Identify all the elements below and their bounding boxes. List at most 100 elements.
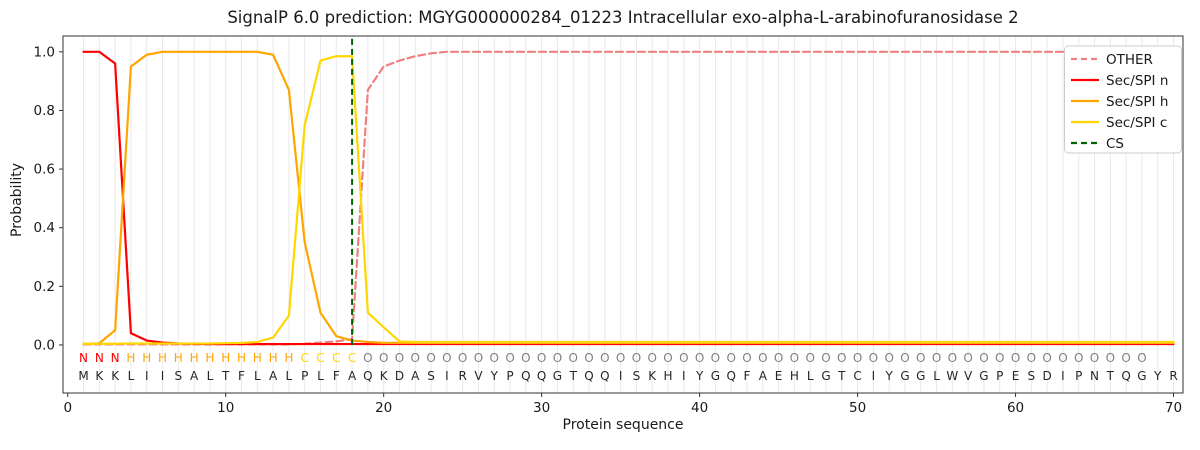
residue-letter: V: [964, 369, 973, 383]
x-tick-label: 70: [1165, 400, 1182, 416]
x-axis-ticks: 0 10 20 30 40 50 60 70: [63, 393, 1182, 416]
region-label: O: [774, 351, 783, 365]
residue-letter: K: [95, 369, 104, 383]
page-title: SignalP 6.0 prediction: MGYG000000284_01…: [227, 8, 1019, 27]
region-label: O: [616, 351, 625, 365]
residue-letter: N: [1090, 369, 1099, 383]
region-label: O: [758, 351, 767, 365]
x-axis-label: Protein sequence: [562, 417, 684, 433]
region-label: C: [332, 351, 340, 365]
residue-letter: F: [333, 369, 340, 383]
region-label: H: [190, 351, 199, 365]
residue-letter: I: [161, 369, 165, 383]
residue-letter: K: [380, 369, 389, 383]
region-label: H: [205, 351, 214, 365]
residue-letter: W: [946, 369, 958, 383]
x-tick-label: 20: [375, 400, 392, 416]
residue-letter: Q: [537, 369, 546, 383]
residue-letter: I: [872, 369, 876, 383]
x-tick-label: 50: [849, 400, 866, 416]
residue-letter: E: [1012, 369, 1020, 383]
residue-letter: C: [853, 369, 861, 383]
region-label: O: [884, 351, 893, 365]
series-line-sec-spi-h: [82, 50, 1175, 346]
y-tick-label: 1.0: [34, 44, 55, 60]
region-label: O: [1106, 351, 1115, 365]
region-label: C: [316, 351, 324, 365]
residue-letter: F: [744, 369, 751, 383]
region-label: H: [237, 351, 246, 365]
residue-letter: Q: [726, 369, 735, 383]
region-label: O: [600, 351, 609, 365]
region-label: O: [474, 351, 483, 365]
region-label: O: [426, 351, 435, 365]
residue-letter: A: [411, 369, 420, 383]
series-line-other: [82, 50, 1175, 346]
residue-letter: Q: [363, 369, 372, 383]
region-label: O: [711, 351, 720, 365]
region-label: H: [284, 351, 293, 365]
residue-letter: A: [269, 369, 278, 383]
region-label: O: [584, 351, 593, 365]
series-line-sec-spi-n: [82, 50, 1175, 346]
region-label: N: [79, 351, 88, 365]
residue-letter: D: [1043, 369, 1052, 383]
residue-letter: L: [933, 369, 940, 383]
residue-letter: V: [474, 369, 483, 383]
region-label: H: [253, 351, 262, 365]
region-label: O: [742, 351, 751, 365]
legend: OTHER Sec/SPI n Sec/SPI h Sec/SPI c CS: [1064, 45, 1182, 154]
region-label: O: [458, 351, 467, 365]
residue-letter: Y: [1153, 369, 1162, 383]
region-label: O: [537, 351, 546, 365]
residue-letter: L: [317, 369, 324, 383]
x-tick-label: 0: [63, 400, 72, 416]
residue-letter: L: [254, 369, 261, 383]
region-label: O: [1137, 351, 1146, 365]
residue-letter: T: [569, 369, 578, 383]
region-label: C: [300, 351, 308, 365]
residue-letter: G: [711, 369, 720, 383]
residue-letter: I: [1061, 369, 1065, 383]
x-tick-label: 60: [1007, 400, 1024, 416]
axes-frame: [62, 35, 1184, 394]
region-label: O: [395, 351, 404, 365]
region-label: O: [821, 351, 830, 365]
residue-letter: G: [553, 369, 562, 383]
region-label: O: [1058, 351, 1067, 365]
residue-letter: F: [238, 369, 245, 383]
residue-letter: Q: [600, 369, 609, 383]
residue-letter: Q: [584, 369, 593, 383]
region-label: O: [1121, 351, 1130, 365]
region-label: H: [158, 351, 167, 365]
region-label: O: [979, 351, 988, 365]
residue-letter: A: [759, 369, 768, 383]
region-label: O: [442, 351, 451, 365]
region-label: O: [490, 351, 499, 365]
y-axis-ticks: 0.0 0.2 0.4 0.6 0.8 1.0: [34, 44, 63, 353]
region-label: O: [363, 351, 372, 365]
region-label: H: [142, 351, 151, 365]
region-label: O: [837, 351, 846, 365]
residue-letter: D: [395, 369, 404, 383]
residue-letter: Y: [695, 369, 704, 383]
legend-label: OTHER: [1106, 52, 1153, 68]
residue-letter: K: [111, 369, 120, 383]
legend-label: CS: [1106, 136, 1124, 152]
region-label: O: [569, 351, 578, 365]
legend-label: Sec/SPI h: [1106, 94, 1168, 110]
region-label: O: [948, 351, 957, 365]
residue-letter: G: [916, 369, 925, 383]
region-label: H: [174, 351, 183, 365]
x-tick-label: 40: [691, 400, 708, 416]
region-label: O: [900, 351, 909, 365]
region-label: O: [695, 351, 704, 365]
residue-letter: A: [190, 369, 199, 383]
residue-letter: T: [837, 369, 846, 383]
series-line-sec-spi-c: [82, 55, 1175, 345]
region-label: O: [679, 351, 688, 365]
y-tick-label: 0.8: [34, 103, 55, 119]
residue-letter: A: [348, 369, 357, 383]
